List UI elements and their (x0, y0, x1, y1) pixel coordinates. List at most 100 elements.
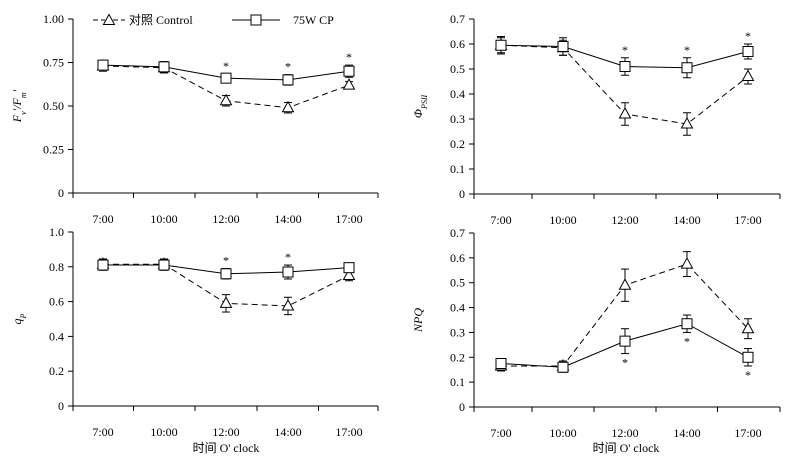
y-tick-label: 0.8 (49, 260, 64, 274)
significance-star: * (223, 59, 229, 73)
data-point-square (282, 266, 294, 278)
legend-treatment-symbol (232, 14, 280, 26)
y-tick-label: 0.3 (450, 112, 465, 126)
y-tick-label: 0.5 (450, 62, 465, 76)
x-tick-label: 7:00 (490, 426, 511, 440)
y-tick-label: 0.25 (43, 143, 64, 157)
data-point-triangle (342, 78, 356, 90)
significance-star: * (622, 43, 628, 57)
y-tick-label: 0.4 (49, 329, 64, 343)
y-axis-title-part: F (10, 97, 24, 106)
x-tick-label: 10:00 (549, 426, 576, 440)
y-axis-title-part: '/ (10, 104, 24, 112)
x-tick-label: 14:00 (274, 212, 301, 226)
y-axis-title-part: PSII (420, 94, 429, 110)
data-point-square (97, 259, 109, 271)
significance-star: * (745, 368, 751, 382)
y-tick-label: 0.6 (450, 37, 465, 51)
data-point-square (158, 61, 170, 73)
data-point-triangle (680, 116, 694, 129)
y-axis-title-part: NPQ (411, 308, 425, 333)
data-point-square (681, 318, 693, 330)
y-axis-title-part: P (19, 313, 28, 319)
x-tick-label: 17:00 (335, 212, 362, 226)
y-axis-title: Fv'/Fm' (10, 89, 28, 123)
x-tick-label: 17:00 (734, 426, 761, 440)
x-tick-label: 7:00 (92, 212, 113, 226)
legend-control-symbol (93, 13, 125, 25)
y-axis-title-part: ' (10, 89, 24, 92)
series-treatment (97, 59, 355, 86)
x-axis-title-left: 时间 O' clock (193, 441, 260, 455)
data-point-square (557, 41, 569, 52)
significance-star: * (745, 29, 751, 43)
data-point-triangle (618, 278, 632, 290)
data-point-square (158, 259, 170, 271)
panels: 00.250.500.751.007:00 10:00 12:00 14:00 17:0… (10, 12, 781, 440)
data-point-triangle (680, 257, 694, 269)
series-treatment (97, 259, 355, 280)
y-axis-title: NPQ (411, 308, 425, 333)
significance-star: * (684, 43, 690, 57)
data-point-triangle (281, 298, 295, 311)
series-treatment (495, 36, 754, 79)
significance-star: * (285, 60, 291, 74)
x-axis-title-right: 时间 O' clock (593, 441, 660, 455)
x-tick-label: 12:00 (212, 212, 239, 226)
y-tick-label: 0 (459, 400, 465, 414)
y-tick-label: 0 (58, 186, 64, 200)
significance-star: * (346, 50, 352, 64)
data-point-square (220, 268, 232, 280)
data-point-triangle (281, 100, 295, 113)
x-tick-label: 10:00 (150, 425, 177, 439)
x-tick-label: 7:00 (490, 213, 511, 227)
y-axis-title: qP (10, 313, 28, 324)
data-point-square (220, 72, 232, 84)
y-tick-label: 0 (58, 399, 64, 413)
x-tick-label: 14:00 (274, 425, 301, 439)
data-point-triangle (618, 106, 632, 119)
x-tick-label: 10:00 (150, 212, 177, 226)
series-treatment (495, 314, 754, 373)
significance-star: * (684, 334, 690, 348)
data-point-square (282, 74, 294, 86)
data-point-triangle (741, 321, 755, 334)
data-point-square (97, 59, 109, 71)
y-tick-label: 0.2 (450, 137, 465, 151)
y-tick-label: 0.7 (450, 226, 465, 240)
significance-star: * (285, 250, 291, 264)
x-tick-label: 12:00 (212, 425, 239, 439)
data-point-triangle (219, 93, 233, 106)
y-axis-title-part: q (10, 318, 24, 324)
data-point-square (343, 65, 355, 77)
y-tick-label: 0.5 (450, 276, 465, 290)
y-axis-title-part: F (10, 114, 24, 123)
data-point-square (619, 61, 631, 72)
significance-star: * (622, 356, 628, 370)
panel-top-left: 0 0.25 0.50 0.75 1.00 7:00 10:00 12:00 14:00 17:0… (10, 12, 379, 226)
data-point-square (557, 361, 569, 373)
y-axis-title-part: m (19, 92, 28, 98)
data-point-square (681, 62, 693, 74)
data-point-triangle (342, 268, 356, 280)
data-point-square (495, 39, 507, 51)
x-tick-label: 17:00 (335, 425, 362, 439)
x-tick-label: 7:00 (92, 425, 113, 439)
data-point-square (742, 46, 754, 57)
y-tick-label: 0.2 (450, 350, 465, 364)
y-tick-label: 0.75 (43, 56, 64, 70)
legend: 对照 Control 75W CP (93, 13, 334, 27)
x-tick-label: 12:00 (611, 213, 638, 227)
data-point-triangle (219, 296, 233, 308)
panel-bottom-right: 0 0.1 0.2 0.3 0.4 0.5 0.6 0.7 7:00 10:00 12:00 14:0… (411, 226, 781, 440)
x-tick-label: 10:00 (549, 213, 576, 227)
y-tick-label: 1.00 (43, 12, 64, 26)
data-point-triangle (741, 69, 755, 81)
data-point-square (742, 351, 754, 363)
y-tick-label: 1.0 (49, 225, 64, 239)
data-point-square (495, 358, 507, 369)
y-tick-label: 0.6 (450, 251, 465, 265)
y-axis-title-part: Φ (411, 109, 425, 118)
y-tick-label: 0.2 (49, 364, 64, 378)
